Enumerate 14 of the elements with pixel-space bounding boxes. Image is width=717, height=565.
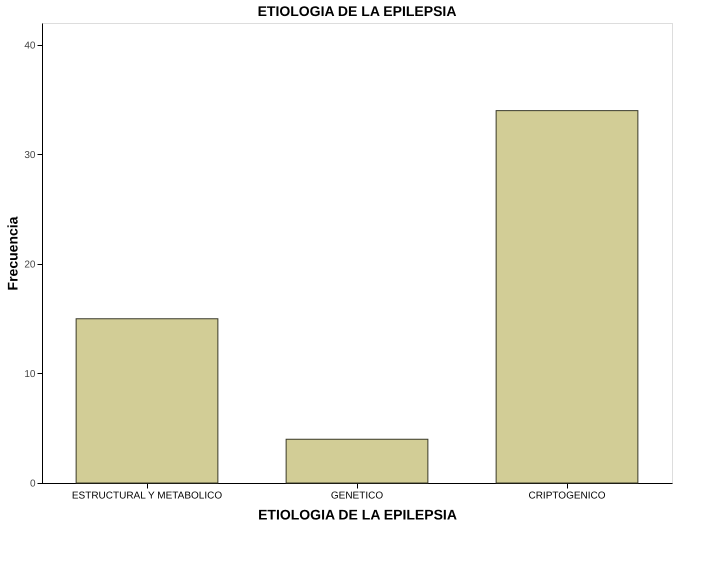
y-tick-label: 40 [24, 40, 36, 52]
bar [286, 438, 428, 484]
x-tick-label: GENETICO [330, 490, 384, 502]
x-tick-label: CRIPTOGENICO [528, 490, 606, 502]
y-tick-label: 0 [30, 478, 36, 490]
x-axis-title: ETIOLOGIA DE LA EPILEPSIA [258, 506, 457, 522]
bar [496, 110, 638, 484]
y-tick-label: 10 [24, 368, 36, 380]
y-tick-label: 20 [24, 259, 36, 270]
chart-title: ETIOLOGIA DE LA EPILEPSIA [258, 3, 456, 19]
y-axis-title: Frecuencia [4, 216, 20, 290]
bar [76, 318, 218, 484]
x-tick-label: ESTRUCTURAL Y METABOLICO [72, 490, 222, 502]
y-tick-label: 30 [24, 150, 36, 161]
